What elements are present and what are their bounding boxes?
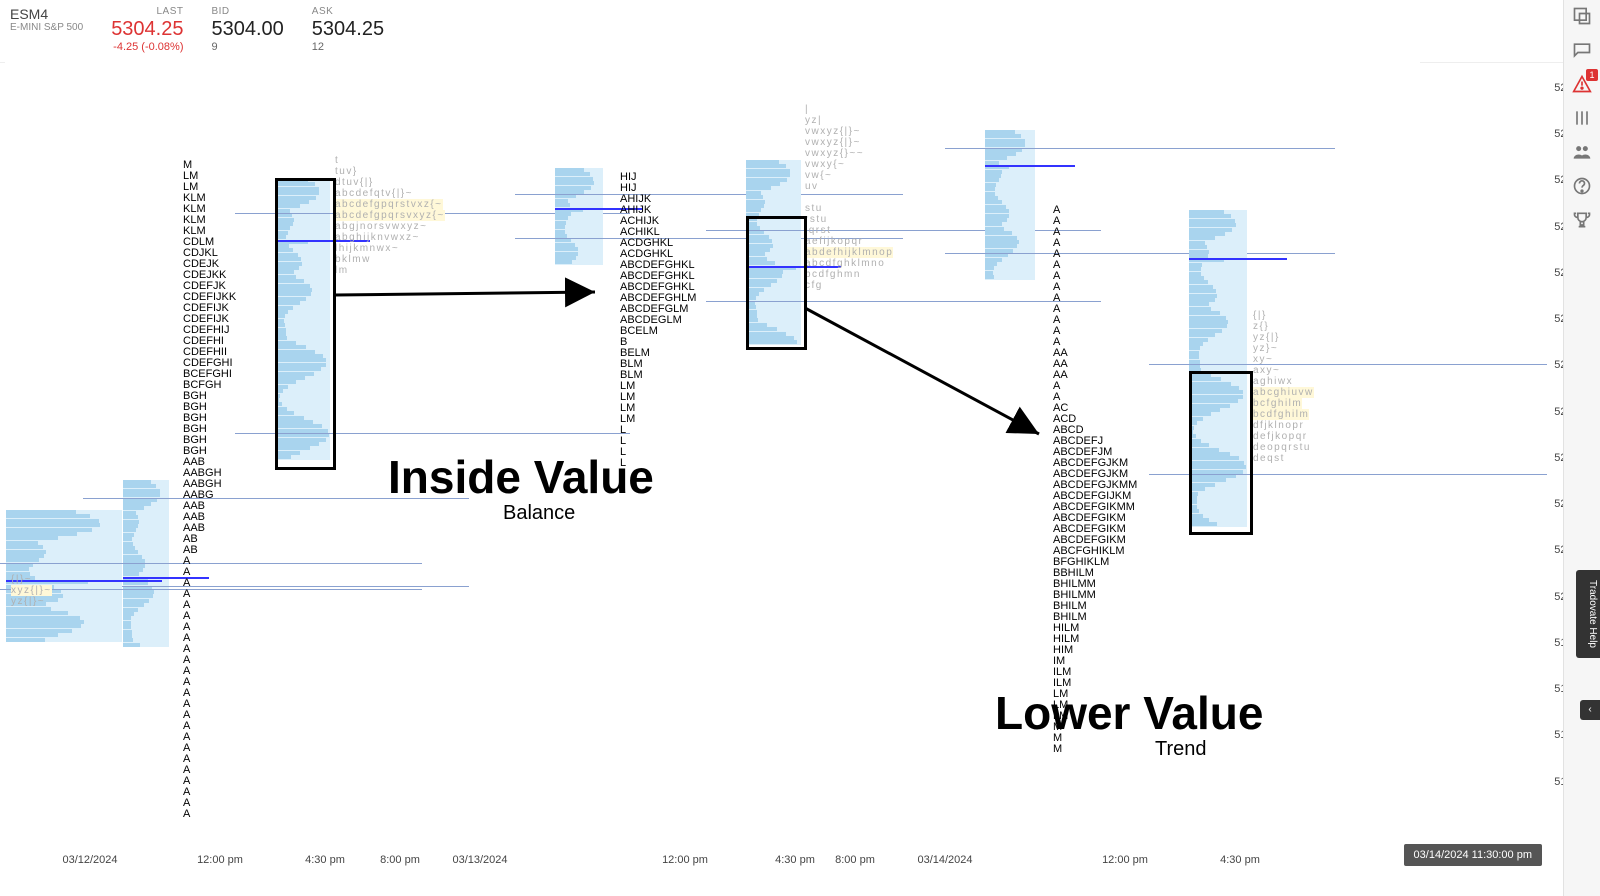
split-profile: {|} z{} yz{|} yz}~ xy~ axy~ aghiwx abcgh… xyxy=(1253,310,1314,464)
last-label: LAST xyxy=(156,6,183,18)
time-label: 8:00 pm xyxy=(835,854,875,866)
tpo-profile: HIJ HIJ AHIJK AHIJK ACHIJK ACHIKL ACDGHK… xyxy=(620,172,696,469)
time-axis: 03/12/202412:00 pm4:30 pm8:00 pm03/13/20… xyxy=(5,828,1420,848)
ask-block: ASK 5304.25 12 xyxy=(312,6,384,53)
inside-value-label: Inside Value xyxy=(388,450,654,504)
symbol-description: E-MINI S&P 500 xyxy=(10,22,83,34)
last-block: LAST 5304.25 -4.25 (-0.08%) xyxy=(111,6,183,53)
columns-icon[interactable] xyxy=(1572,108,1592,128)
value-area-box xyxy=(1189,371,1253,535)
bid-price: 5304.00 xyxy=(211,18,283,41)
help-icon[interactable] xyxy=(1572,176,1592,196)
time-label: 03/13/2024 xyxy=(452,854,507,866)
value-area-box xyxy=(275,178,336,470)
time-label: 12:00 pm xyxy=(197,854,243,866)
time-label: 4:30 pm xyxy=(775,854,815,866)
inside-value-sublabel: Balance xyxy=(503,502,575,525)
lower-value-sublabel: Trend xyxy=(1155,738,1207,761)
time-label: 03/12/2024 xyxy=(62,854,117,866)
cursor-timestamp: 03/14/2024 11:30:00 pm xyxy=(1404,844,1542,866)
community-icon[interactable] xyxy=(1572,142,1592,162)
bid-block: BID 5304.00 9 xyxy=(211,6,283,53)
split-profile: {|}~ xyz{|}~ yz{|}~ xyxy=(11,574,52,607)
ask-price: 5304.25 xyxy=(312,18,384,41)
lower-value-label: Lower Value xyxy=(995,686,1263,740)
alert-badge: 1 xyxy=(1586,69,1598,81)
split-profile: t tuv} dtuv{|} abcdefqtv{|}~ abcdefgpqrs… xyxy=(335,155,445,276)
ask-label: ASK xyxy=(312,6,384,18)
popout-icon[interactable] xyxy=(1572,6,1592,26)
tpo-chart[interactable]: M LM LM KLM KLM KLM KLM CDLM CDJKL CDEJK… xyxy=(5,60,1420,820)
last-price: 5304.25 xyxy=(111,18,183,41)
right-sidebar: 1 xyxy=(1563,0,1600,896)
quote-header: ESM4 E-MINI S&P 500 LAST 5304.25 -4.25 (… xyxy=(0,0,1600,63)
chat-icon[interactable] xyxy=(1572,40,1592,60)
split-profile: | yz| vwxyz{|}~ vwxyz{|}~ vwxyz{}~~ vwxy… xyxy=(805,104,893,291)
time-label: 03/14/2024 xyxy=(917,854,972,866)
ask-size: 12 xyxy=(312,41,384,54)
time-label: 12:00 pm xyxy=(1102,854,1148,866)
symbol-block: ESM4 E-MINI S&P 500 xyxy=(10,6,83,34)
time-label: 8:00 pm xyxy=(380,854,420,866)
alert-icon[interactable]: 1 xyxy=(1572,74,1592,94)
bid-label: BID xyxy=(211,6,283,18)
tpo-profile: M LM LM KLM KLM KLM KLM CDLM CDJKL CDEJK… xyxy=(183,160,236,820)
last-change: -4.25 (-0.08%) xyxy=(113,41,183,54)
help-tab[interactable]: Tradovate Help xyxy=(1576,570,1600,658)
time-label: 4:30 pm xyxy=(305,854,345,866)
trophy-icon[interactable] xyxy=(1572,210,1592,230)
tpo-profile: A A A A A A A A A A A A A AA AA AA A A A… xyxy=(1053,205,1137,755)
time-label: 4:30 pm xyxy=(1220,854,1260,866)
time-label: 12:00 pm xyxy=(662,854,708,866)
help-collapse-icon[interactable]: ‹ xyxy=(1580,700,1600,720)
symbol: ESM4 xyxy=(10,6,83,22)
value-area-box xyxy=(746,216,807,350)
bid-size: 9 xyxy=(211,41,283,54)
